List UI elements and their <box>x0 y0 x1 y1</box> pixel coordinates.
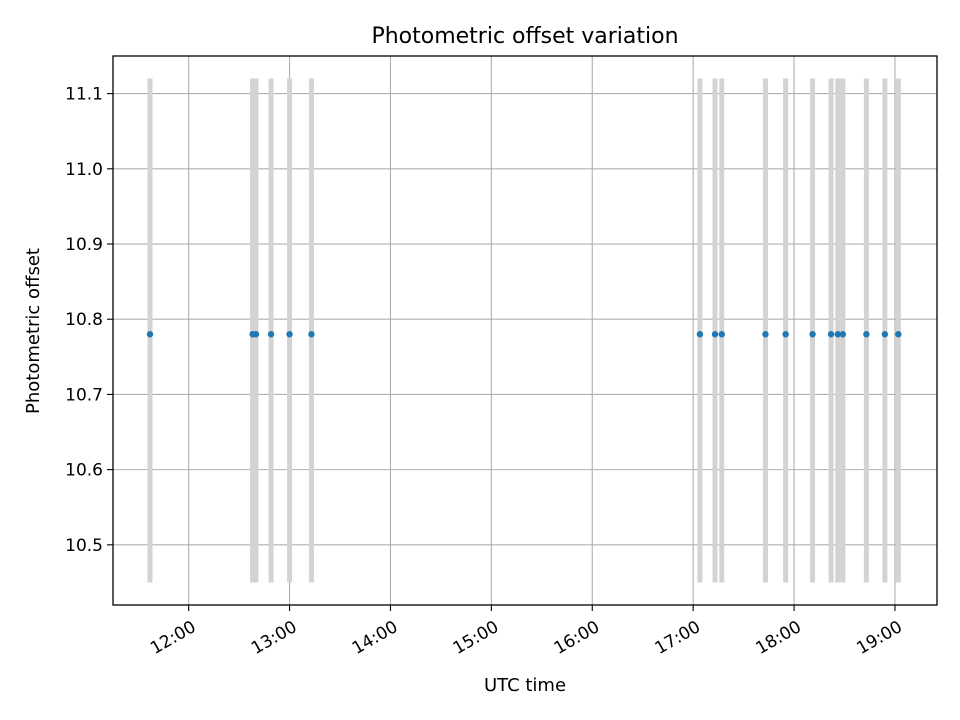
y-tick-label: 11.0 <box>65 160 103 180</box>
data-points <box>146 331 902 338</box>
data-point <box>267 331 275 338</box>
y-tick-label: 10.6 <box>65 461 103 481</box>
y-tick-label: 10.9 <box>65 235 103 255</box>
data-point <box>696 331 704 338</box>
data-point <box>839 331 847 338</box>
data-point <box>308 331 315 338</box>
data-point <box>762 331 769 338</box>
data-point <box>863 331 870 338</box>
data-point <box>286 331 293 338</box>
data-point <box>711 331 719 338</box>
chart-title: Photometric offset variation <box>371 24 678 49</box>
y-tick-label: 10.5 <box>65 536 103 556</box>
x-axis-label: UTC time <box>484 675 566 696</box>
y-axis-ticks: 10.5 10.6 10.7 10.8 10.9 11.0 11.1 <box>65 85 113 556</box>
data-point <box>895 331 902 338</box>
y-tick-label: 10.8 <box>65 310 103 330</box>
data-point <box>881 331 889 338</box>
plot-frame <box>112 55 938 606</box>
data-point <box>782 331 789 338</box>
error-bars <box>147 78 901 583</box>
y-axis-label: Photometric offset <box>23 248 44 414</box>
data-point <box>146 331 154 338</box>
y-tick-label: 11.1 <box>65 85 103 105</box>
data-point <box>252 331 260 338</box>
y-tick-label: 10.7 <box>65 385 103 405</box>
data-point <box>809 331 816 338</box>
data-point <box>834 331 841 338</box>
data-point <box>827 331 835 338</box>
data-point <box>718 331 725 338</box>
